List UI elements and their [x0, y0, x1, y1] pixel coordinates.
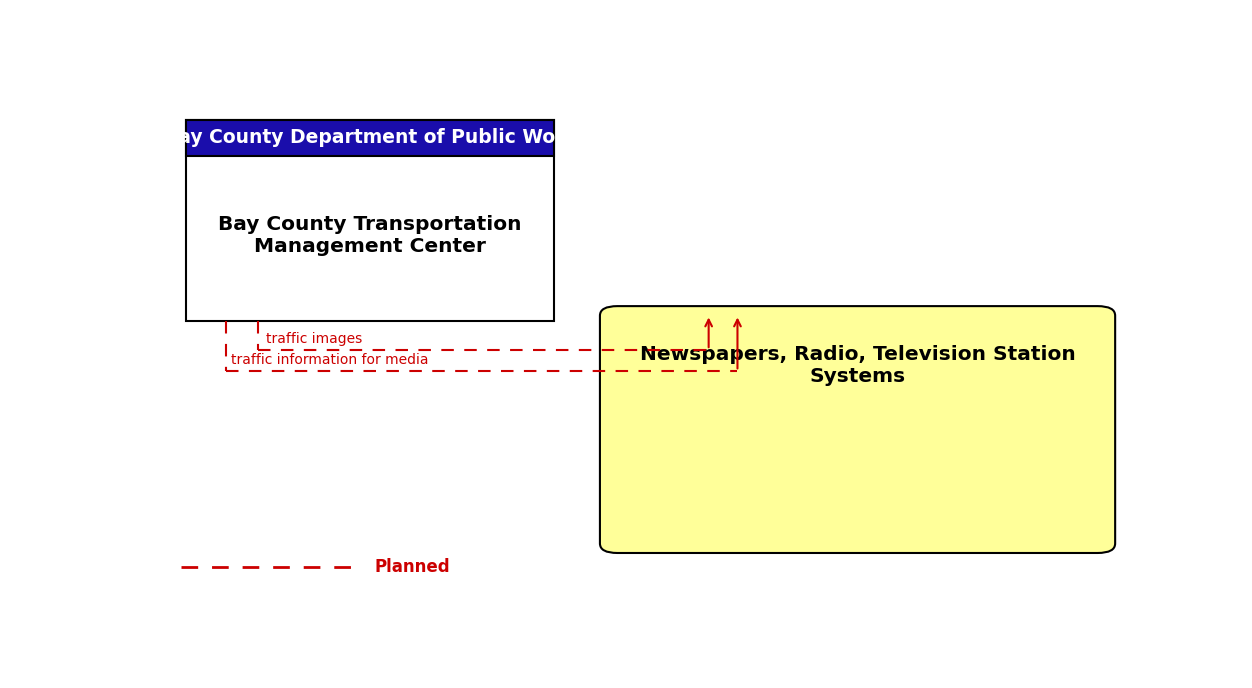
FancyBboxPatch shape [185, 120, 555, 321]
Text: traffic information for media: traffic information for media [232, 353, 428, 367]
Text: Newspapers, Radio, Television Station
Systems: Newspapers, Radio, Television Station Sy… [640, 345, 1075, 386]
Text: Bay County Transportation
Management Center: Bay County Transportation Management Cen… [218, 215, 522, 256]
FancyBboxPatch shape [600, 306, 1116, 553]
FancyBboxPatch shape [185, 120, 555, 156]
Text: traffic images: traffic images [267, 332, 362, 346]
Text: Planned: Planned [374, 558, 451, 577]
Text: Bay County Department of Public Wo...: Bay County Department of Public Wo... [164, 128, 576, 147]
